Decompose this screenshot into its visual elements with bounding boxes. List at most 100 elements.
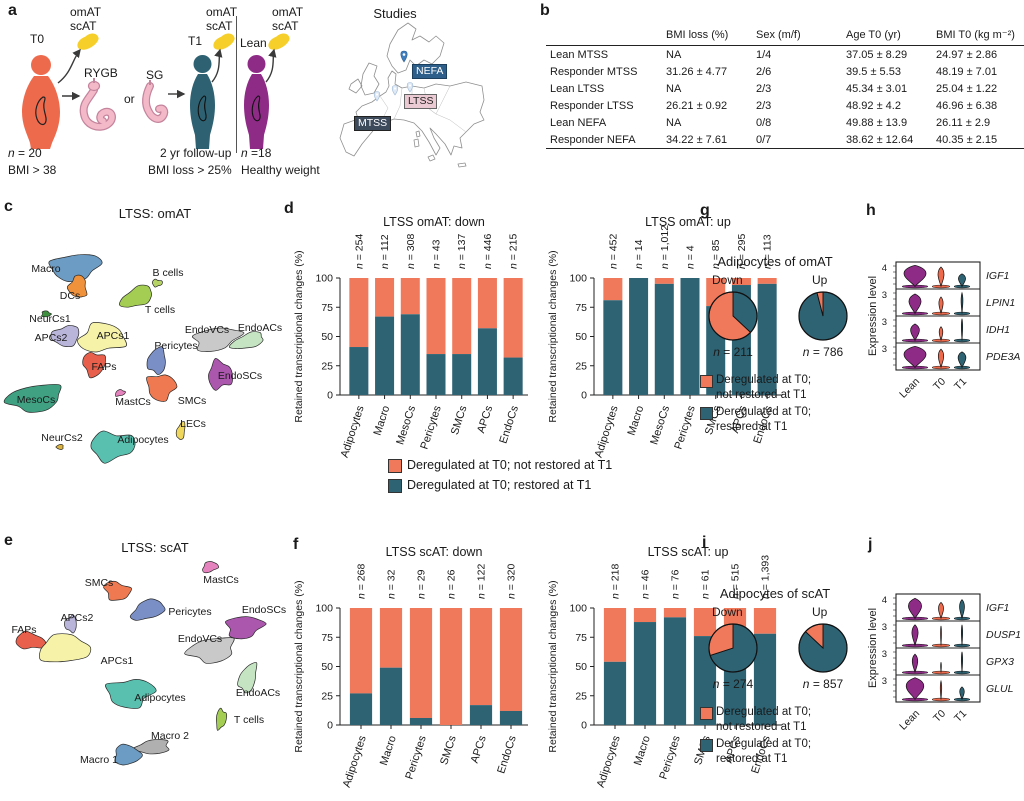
violin-shape [940, 662, 942, 673]
gene-label: LPIN1 [986, 297, 1015, 309]
pies-omat-legend-swatch-r [700, 407, 713, 420]
cluster-blob [208, 358, 233, 391]
table-row: Responder LTSS 26.21 ± 0.92 2/3 48.92 ± 4.2… [546, 97, 1024, 114]
pies-scat-title: Adipocytes of scAT [719, 586, 831, 601]
row-tick-label: 3 [882, 622, 887, 633]
cluster-label: T cells [145, 304, 175, 316]
bar-segment-not-restored [693, 608, 717, 637]
x-category-label: APCs [469, 734, 489, 765]
n-lean: n =18 [241, 146, 272, 160]
x-category-label: Macro [632, 734, 653, 767]
bar-n-label: n = 32 [386, 569, 398, 599]
violin-shape [957, 351, 967, 369]
cluster-blob [82, 351, 106, 379]
violin-shape [959, 599, 965, 619]
chart-title: LTSS scAT: down [386, 545, 483, 559]
cluster-blob [15, 630, 47, 650]
bar-n-label: n = 4 [685, 245, 697, 269]
table-cell: 2/6 [756, 65, 772, 78]
row-tick-label: 3 [882, 290, 887, 301]
table-cell: Responder LTSS [550, 99, 634, 112]
x-category-label: SMCs [449, 404, 470, 437]
y-tick-label: 100 [569, 603, 587, 615]
bar-segment-not-restored [375, 278, 395, 317]
cohort-col-header: BMI loss (%) [662, 26, 752, 46]
umap-omat-title: LTSS: omAT [118, 206, 192, 221]
chart-title: LTSS scAT: up [648, 545, 729, 559]
violin-shape [937, 266, 945, 287]
bar-n-label: n = 254 [353, 234, 365, 269]
y-tick-label: 75 [321, 632, 333, 644]
violin-shape [939, 679, 943, 700]
violin-shape [905, 677, 925, 701]
pie-omat-down-n: n = 211 [713, 345, 753, 359]
bar-n-label: n = 137 [456, 234, 468, 269]
x-category-label: MesoCs [394, 404, 418, 447]
cluster-label: EndoSCs [242, 604, 286, 616]
gene-label: GPX3 [986, 656, 1014, 668]
pie-scat-down [708, 623, 758, 673]
bar-n-label: n = 46 [640, 569, 652, 599]
bar-segment-not-restored [452, 278, 472, 355]
rygb-label: RYGB [84, 66, 118, 80]
table-cell: 26.11 ± 2.9 [936, 116, 991, 129]
bar-segment-not-restored [349, 608, 373, 694]
x-category-label: Adipocytes [593, 404, 621, 459]
y-tick-label: 50 [321, 331, 333, 343]
y-tick-label: 75 [321, 302, 333, 314]
cluster-label: MastCs [115, 396, 151, 408]
map-pin-ltss-1 [391, 85, 399, 96]
panel-label-h: h [866, 202, 876, 219]
x-category-label: Pericytes [657, 734, 683, 781]
cluster-label: SMCs [178, 395, 207, 407]
table-cell: 0/8 [756, 116, 772, 129]
bar-segment-restored [349, 693, 373, 725]
row-tick-label: 4 [882, 595, 887, 606]
cluster-blob [41, 310, 52, 318]
panel-label-c: c [4, 198, 13, 215]
cluster-blob [114, 743, 143, 766]
pies-omat-title: Adipocytes of omAT [717, 254, 833, 269]
map-pin-nefa [400, 50, 408, 63]
rygb-stomach-icon [79, 78, 116, 131]
cluster-blob [215, 707, 227, 731]
cluster-blob [119, 284, 152, 308]
bar-segment-restored [452, 354, 472, 395]
bar-segment-restored [753, 633, 777, 725]
table-row: Responder MTSS 31.26 ± 4.77 2/6 39.5 ± 5.53… [546, 63, 1024, 80]
bar-n-label: n = 26 [446, 569, 458, 599]
cohort-table: BMI loss (%) Sex (m/f) Age T0 (yr) BMI T0 (… [546, 26, 1024, 149]
table-cell: 49.88 ± 13.9 [846, 116, 908, 129]
table-cell: 34.22 ± 7.61 [662, 131, 752, 149]
cluster-blob [202, 561, 220, 574]
cluster-label: LECs [180, 418, 206, 430]
violin-shape [903, 345, 927, 369]
pies-scat-legend-swatch-nr [700, 707, 713, 720]
or-label: or [124, 92, 135, 106]
pie-scat-up-label: Up [812, 605, 828, 619]
bar-chart-scat-down: LTSS scAT: down Retained transcriptional … [293, 545, 528, 789]
violin-shape [960, 318, 964, 341]
cluster-label: DCs [60, 290, 80, 302]
umap-omat: Macro DCs B cells T cells NeurCs1 APCs2 APCs1 F… [3, 254, 282, 464]
bar-n-label: n = 515 [730, 564, 742, 599]
pie-omat-up-label: Up [812, 273, 828, 287]
pies-omat-legend-swatch-nr [700, 375, 713, 388]
cluster-label: NeurCs2 [41, 432, 83, 444]
gene-label: IGF1 [986, 602, 1009, 614]
bar-n-label: n = 85 [710, 239, 722, 269]
bar-segment-restored [477, 328, 497, 395]
legend-swatch-not-restored [388, 459, 402, 473]
row-tick-label: 3 [882, 344, 887, 355]
cluster-label: Pericytes [168, 606, 211, 618]
bar-n-label: n = 268 [356, 564, 368, 599]
x-category-label: Macro [626, 404, 647, 437]
pie-omat-down [708, 291, 758, 341]
bar-segment-not-restored [633, 608, 657, 623]
map-pin-ltss-2 [406, 82, 414, 93]
bar-n-label: n = 320 [506, 564, 518, 599]
bar-segment-restored [663, 617, 687, 725]
cluster-label: FAPs [11, 624, 36, 636]
